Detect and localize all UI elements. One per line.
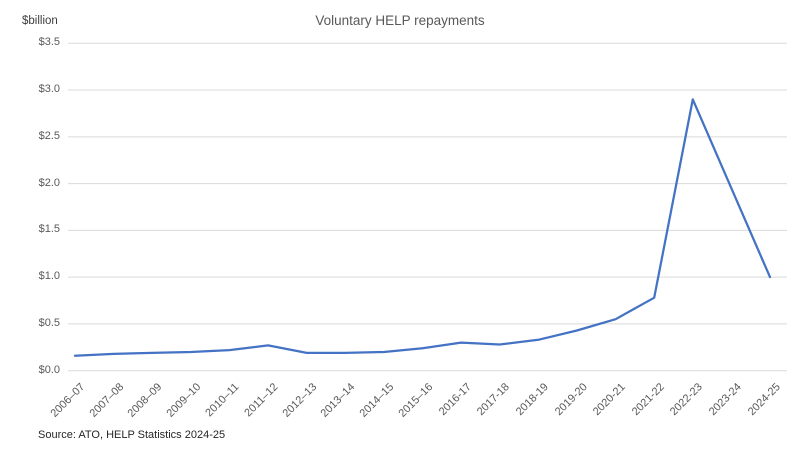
y-tick-label: $2.0 [38, 176, 60, 189]
y-tick-label: $3.5 [38, 36, 60, 49]
y-axis-unit-label: $billion [22, 15, 58, 27]
source-note: Source: ATO, HELP Statistics 2024-25 [38, 429, 226, 441]
y-tick-label: $0.5 [38, 316, 60, 329]
y-tick-label: $2.5 [38, 129, 60, 142]
y-tick-label: $0.0 [38, 363, 60, 376]
chart-title: Voluntary HELP repayments [315, 13, 485, 28]
data-series-line [73, 98, 772, 357]
y-tick-label: $1.5 [38, 223, 60, 236]
y-tick-label: $1.0 [38, 270, 60, 283]
y-tick-label: $3.0 [38, 83, 60, 96]
